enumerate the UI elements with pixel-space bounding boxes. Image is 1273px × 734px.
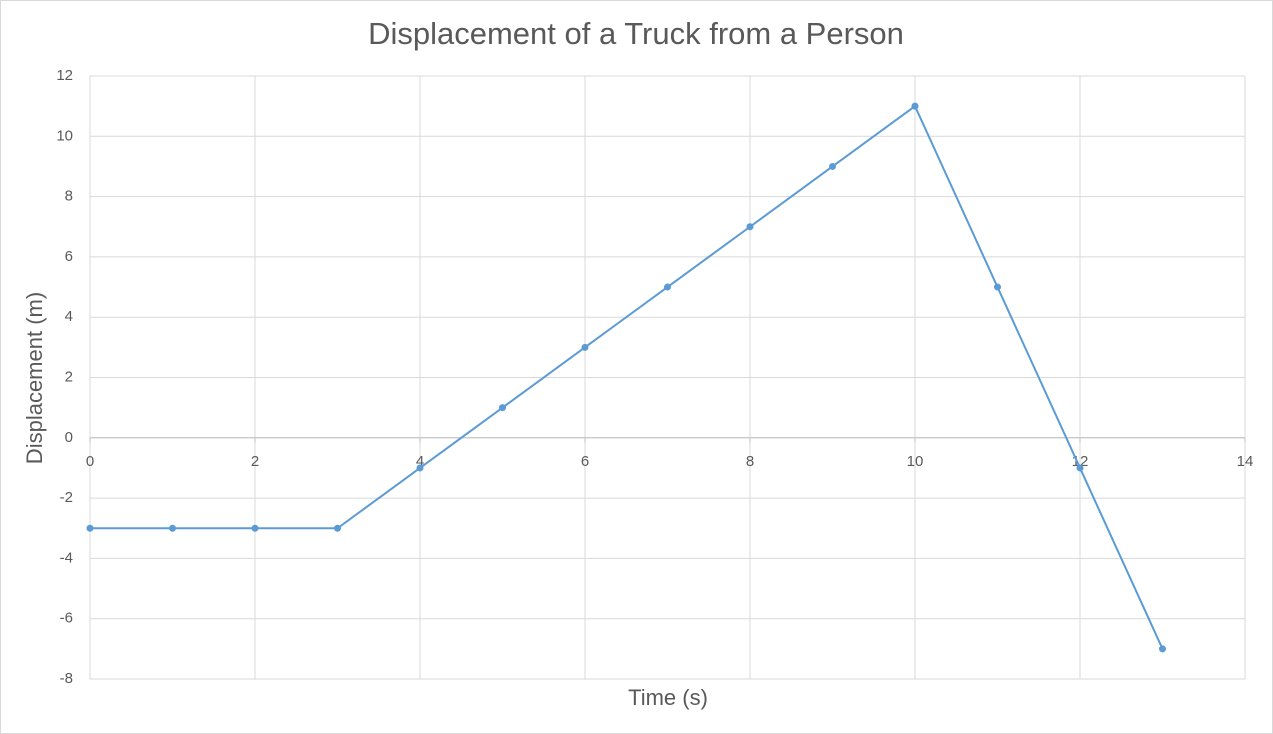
x-tick-label: 4 [416, 453, 424, 470]
y-tick-label: 10 [56, 127, 73, 144]
chart-title: Displacement of a Truck from a Person [368, 16, 904, 51]
x-tick-label: 10 [907, 453, 924, 470]
data-point [829, 162, 836, 170]
x-tick-label: 0 [86, 453, 94, 470]
x-axis-title: Time (s) [628, 685, 708, 710]
data-point [746, 223, 754, 231]
x-tick-label: 14 [1237, 453, 1254, 470]
data-point [334, 524, 341, 532]
y-tick-label: -2 [60, 489, 73, 506]
y-tick-label: 6 [65, 248, 73, 265]
y-tick-label: 0 [65, 429, 73, 446]
x-tick-label: 8 [746, 453, 754, 470]
x-tick-label: 2 [251, 453, 259, 470]
data-point [251, 524, 259, 532]
data-point [581, 343, 589, 351]
y-tick-label: 8 [65, 188, 73, 205]
data-point [169, 524, 176, 532]
y-tick-label: -4 [60, 549, 73, 566]
y-tick-label: 4 [65, 308, 73, 325]
data-point [499, 404, 506, 412]
data-point [911, 102, 919, 110]
data-point [1159, 645, 1166, 653]
data-point [1076, 464, 1084, 472]
data-point [994, 283, 1001, 291]
y-tick-label: 2 [65, 368, 73, 385]
data-point [86, 524, 94, 532]
y-tick-label: 12 [56, 67, 73, 84]
x-tick-label: 6 [581, 453, 589, 470]
series-line [90, 104, 1164, 650]
data-point [416, 464, 424, 472]
y-tick-label: -6 [60, 610, 73, 627]
data-point [664, 283, 671, 291]
y-tick-label: -8 [60, 670, 73, 687]
y-axis-title: Displacement (m) [22, 292, 47, 464]
